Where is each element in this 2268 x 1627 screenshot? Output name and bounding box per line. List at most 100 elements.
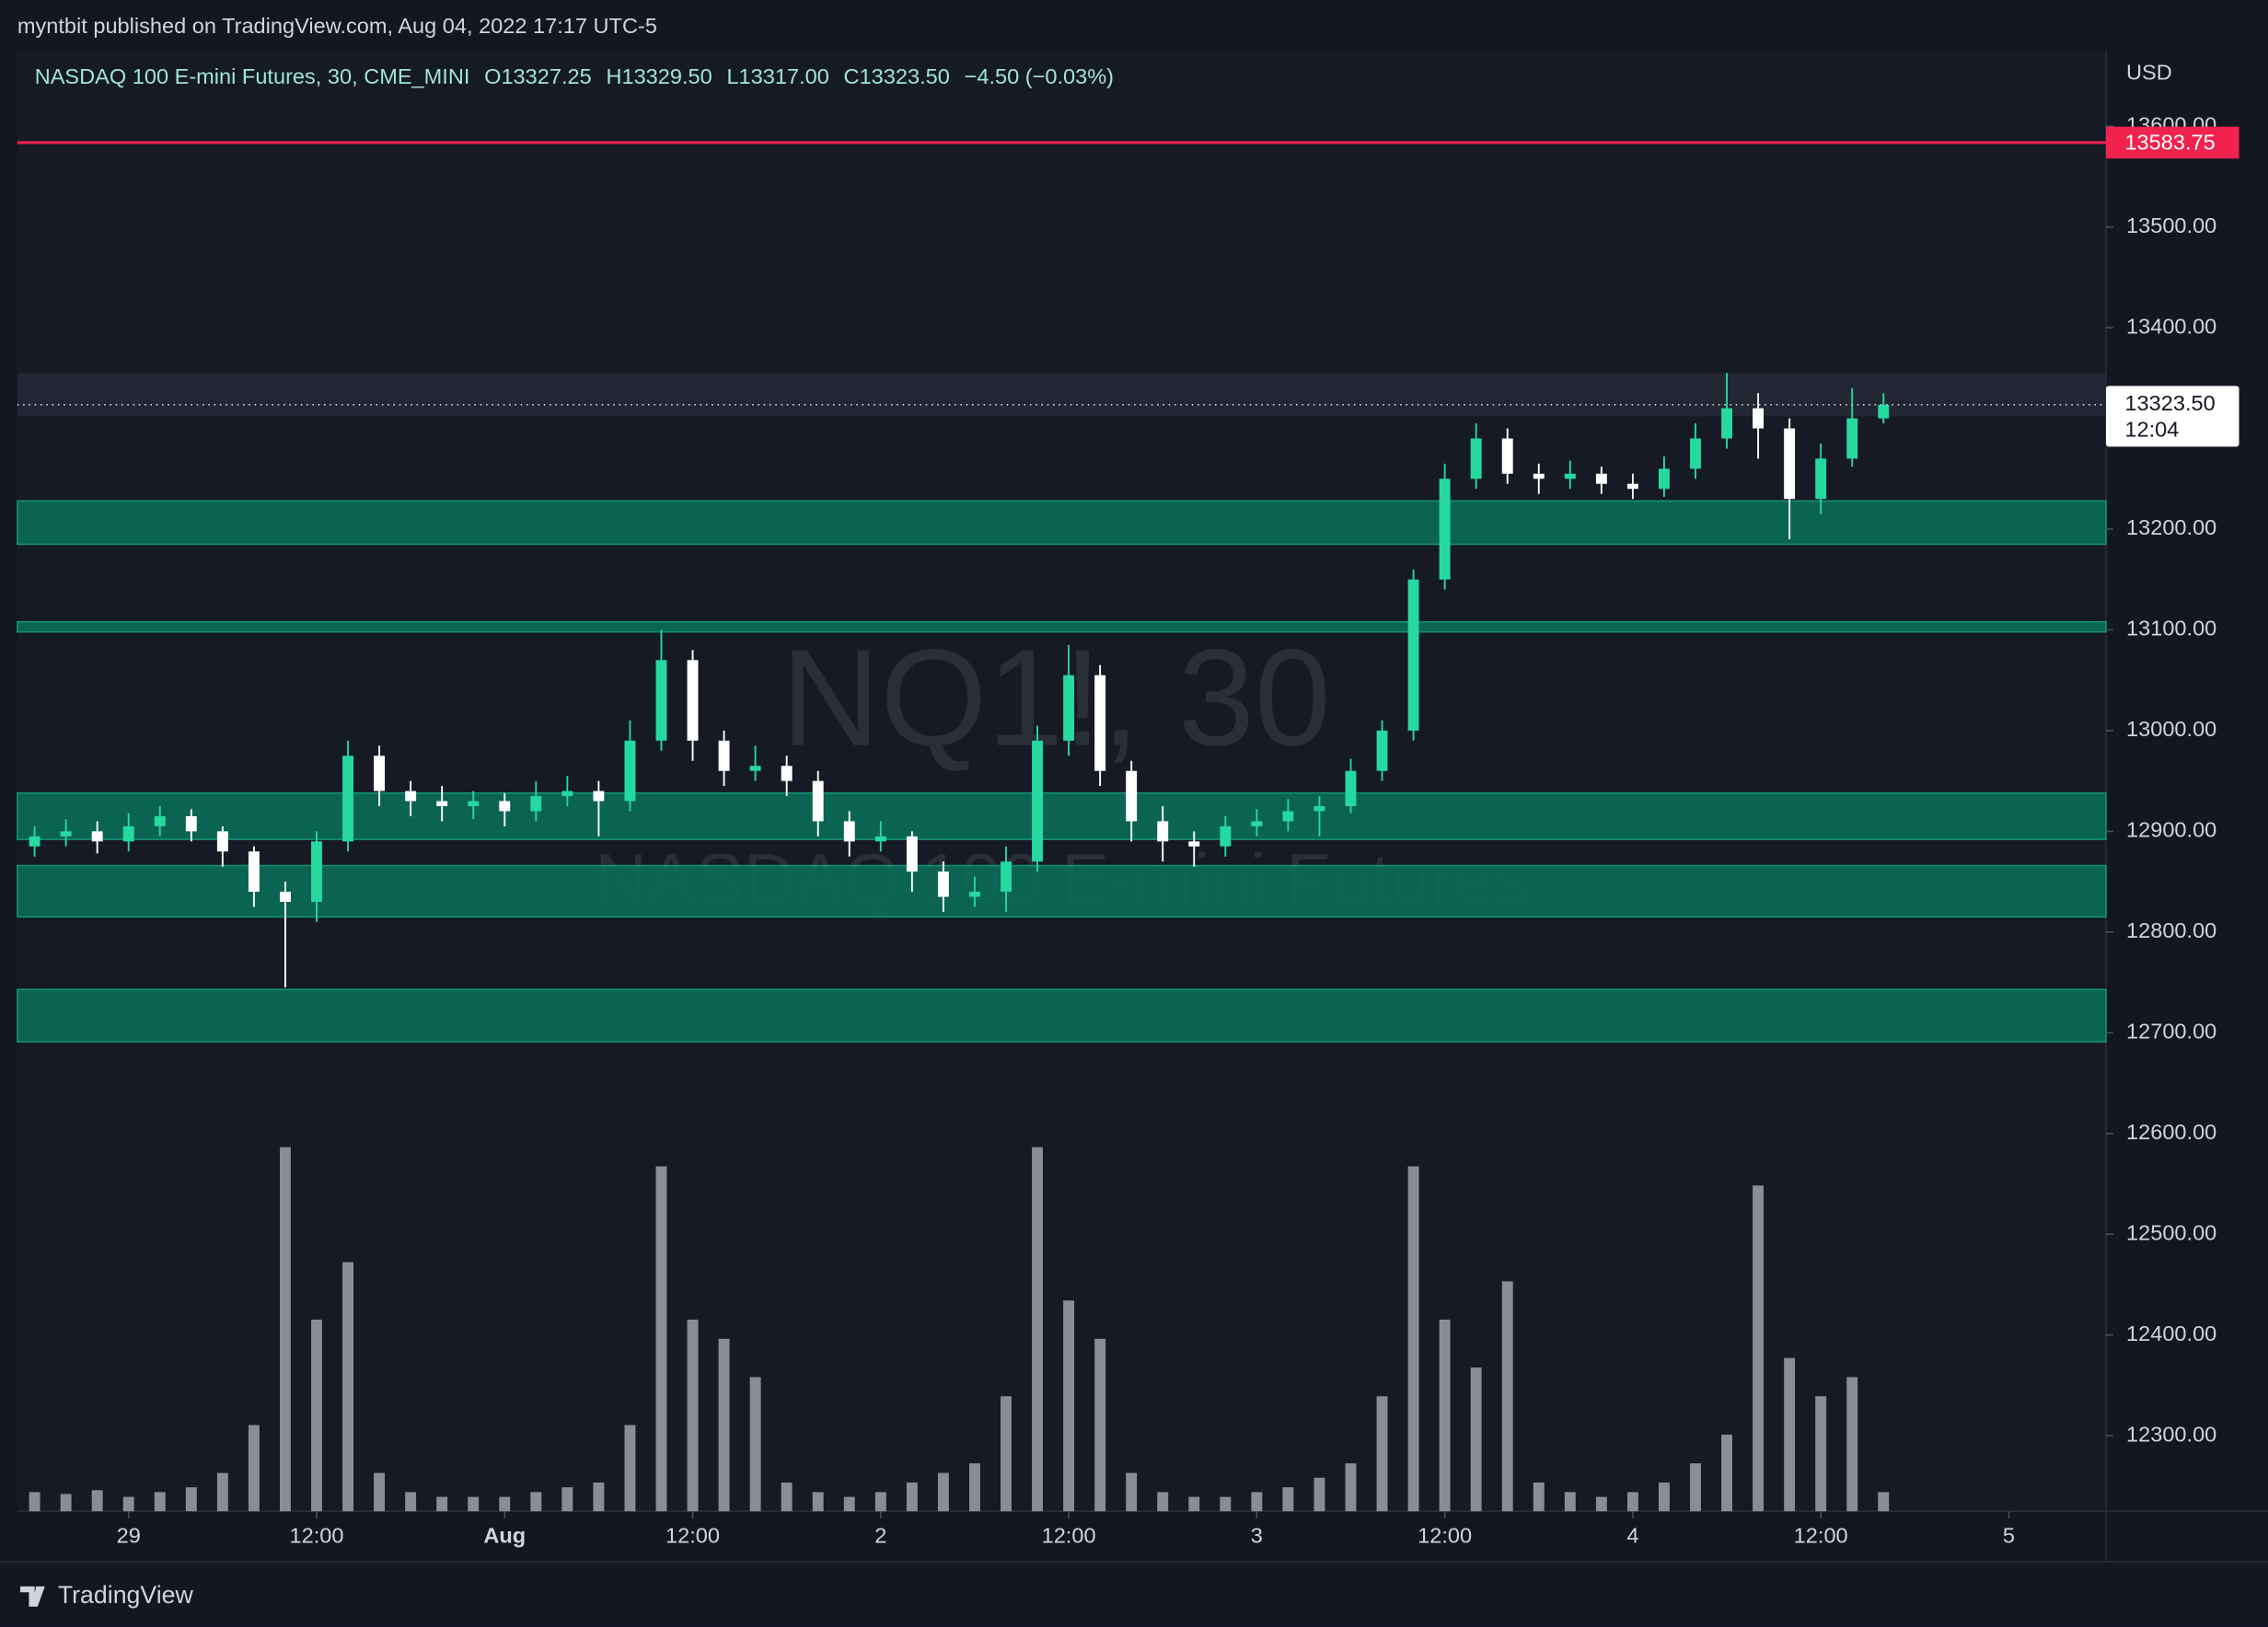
y-tick-label: 13400.00 <box>2126 314 2216 338</box>
volume-bar <box>968 1463 980 1512</box>
volume-bar <box>1188 1496 1200 1512</box>
volume-bar <box>687 1320 699 1512</box>
candle-body <box>1001 861 1012 893</box>
y-tick-label: 12700.00 <box>2126 1020 2216 1044</box>
ohlc-value: C13323.50 <box>844 64 950 88</box>
price-line-label-box <box>2106 126 2239 159</box>
x-tick-label: 12:00 <box>290 1524 344 1548</box>
candle-body <box>843 821 855 842</box>
candle-body <box>906 836 918 872</box>
volume-bar <box>374 1472 386 1512</box>
candle-body <box>687 660 699 741</box>
candle-body <box>781 766 793 781</box>
volume-bar <box>530 1492 542 1512</box>
x-tick-label: 2 <box>874 1524 886 1548</box>
volume-bar <box>906 1482 918 1512</box>
volume-bar <box>624 1425 636 1512</box>
volume-bar <box>29 1492 40 1512</box>
attribution: myntbit published on TradingView.com, Au… <box>17 14 657 38</box>
range-band <box>17 373 2106 417</box>
volume-bar <box>1439 1320 1451 1512</box>
countdown: 12:04 <box>2124 417 2179 441</box>
logo <box>20 1586 45 1607</box>
x-tick-label: 4 <box>1626 1524 1638 1548</box>
candle-body <box>436 801 448 807</box>
candle-body <box>561 790 573 797</box>
volume-bar <box>1753 1185 1765 1512</box>
candle-body <box>154 815 166 826</box>
volume-bar <box>1533 1482 1545 1512</box>
watermark: NQ1!, 30 <box>781 621 1330 775</box>
y-tick-label: 12900.00 <box>2126 818 2216 842</box>
candle-body <box>749 766 761 771</box>
candle-body <box>1784 428 1796 500</box>
volume-bar <box>1376 1396 1388 1512</box>
candle-body <box>1188 841 1200 847</box>
candle-body <box>1313 806 1325 812</box>
x-tick-label: 5 <box>2003 1524 2015 1548</box>
x-tick-label: Aug <box>483 1524 526 1548</box>
candle-body <box>1126 770 1138 822</box>
volume-bar <box>216 1472 228 1512</box>
x-tick-label: 3 <box>1251 1524 1263 1548</box>
candle-body <box>593 790 605 802</box>
candle-body <box>1753 408 1765 429</box>
candle-body <box>624 740 636 802</box>
volume-bar <box>1126 1472 1138 1512</box>
volume-bar <box>1564 1492 1576 1512</box>
candle-body <box>122 825 134 842</box>
candle-body <box>279 892 291 902</box>
y-tick-label: 13100.00 <box>2126 617 2216 640</box>
candle-body <box>718 740 730 771</box>
zone <box>17 500 2107 546</box>
candle-body <box>1345 770 1357 807</box>
candle-body <box>1220 825 1232 847</box>
currency: USD <box>2126 60 2172 84</box>
volume-bar <box>1784 1357 1796 1512</box>
plot-area <box>17 51 2106 1512</box>
volume-bar <box>248 1425 260 1512</box>
volume-bar <box>561 1487 573 1512</box>
candle-body <box>1439 479 1451 580</box>
volume-bar <box>749 1377 761 1512</box>
volume-bar <box>1658 1482 1670 1512</box>
volume-bar <box>279 1147 291 1512</box>
volume-bar <box>342 1262 353 1512</box>
candle-body <box>374 756 386 791</box>
candle-body <box>185 815 197 832</box>
candle-body <box>1501 438 1513 474</box>
price-line-label: 13583.75 <box>2124 131 2215 155</box>
ohlc-value: L13317.00 <box>726 64 828 88</box>
zone <box>17 864 2107 918</box>
volume-bar <box>1815 1396 1827 1512</box>
volume-bar <box>1878 1492 1890 1512</box>
x-tick-label: 12:00 <box>1042 1524 1096 1548</box>
volume-bar <box>154 1492 166 1512</box>
volume-bar <box>937 1472 949 1512</box>
candle-body <box>499 801 511 812</box>
candle-body <box>1470 438 1482 479</box>
volume-bar <box>874 1492 886 1512</box>
candle-body <box>311 841 322 902</box>
candle-body <box>342 756 353 842</box>
candle-body <box>1595 473 1607 484</box>
volume-bar <box>1094 1338 1106 1512</box>
volume-bar <box>781 1482 793 1512</box>
candle-body <box>1658 468 1670 490</box>
x-tick-label: 29 <box>117 1524 141 1548</box>
last-price-box <box>2106 386 2239 447</box>
volume-bar <box>1690 1463 1701 1512</box>
volume-bar <box>1001 1396 1012 1512</box>
volume-bar <box>91 1490 103 1512</box>
candle-body <box>248 851 260 893</box>
ohlc-value: O13327.25 <box>484 64 592 88</box>
volume-bar <box>436 1496 448 1512</box>
zone <box>17 988 2107 1043</box>
volume-bar <box>1626 1492 1638 1512</box>
volume-bar <box>1595 1496 1607 1512</box>
y-tick-label: 13200.00 <box>2126 515 2216 539</box>
volume-bar <box>468 1496 480 1512</box>
candle-body <box>1564 473 1576 479</box>
